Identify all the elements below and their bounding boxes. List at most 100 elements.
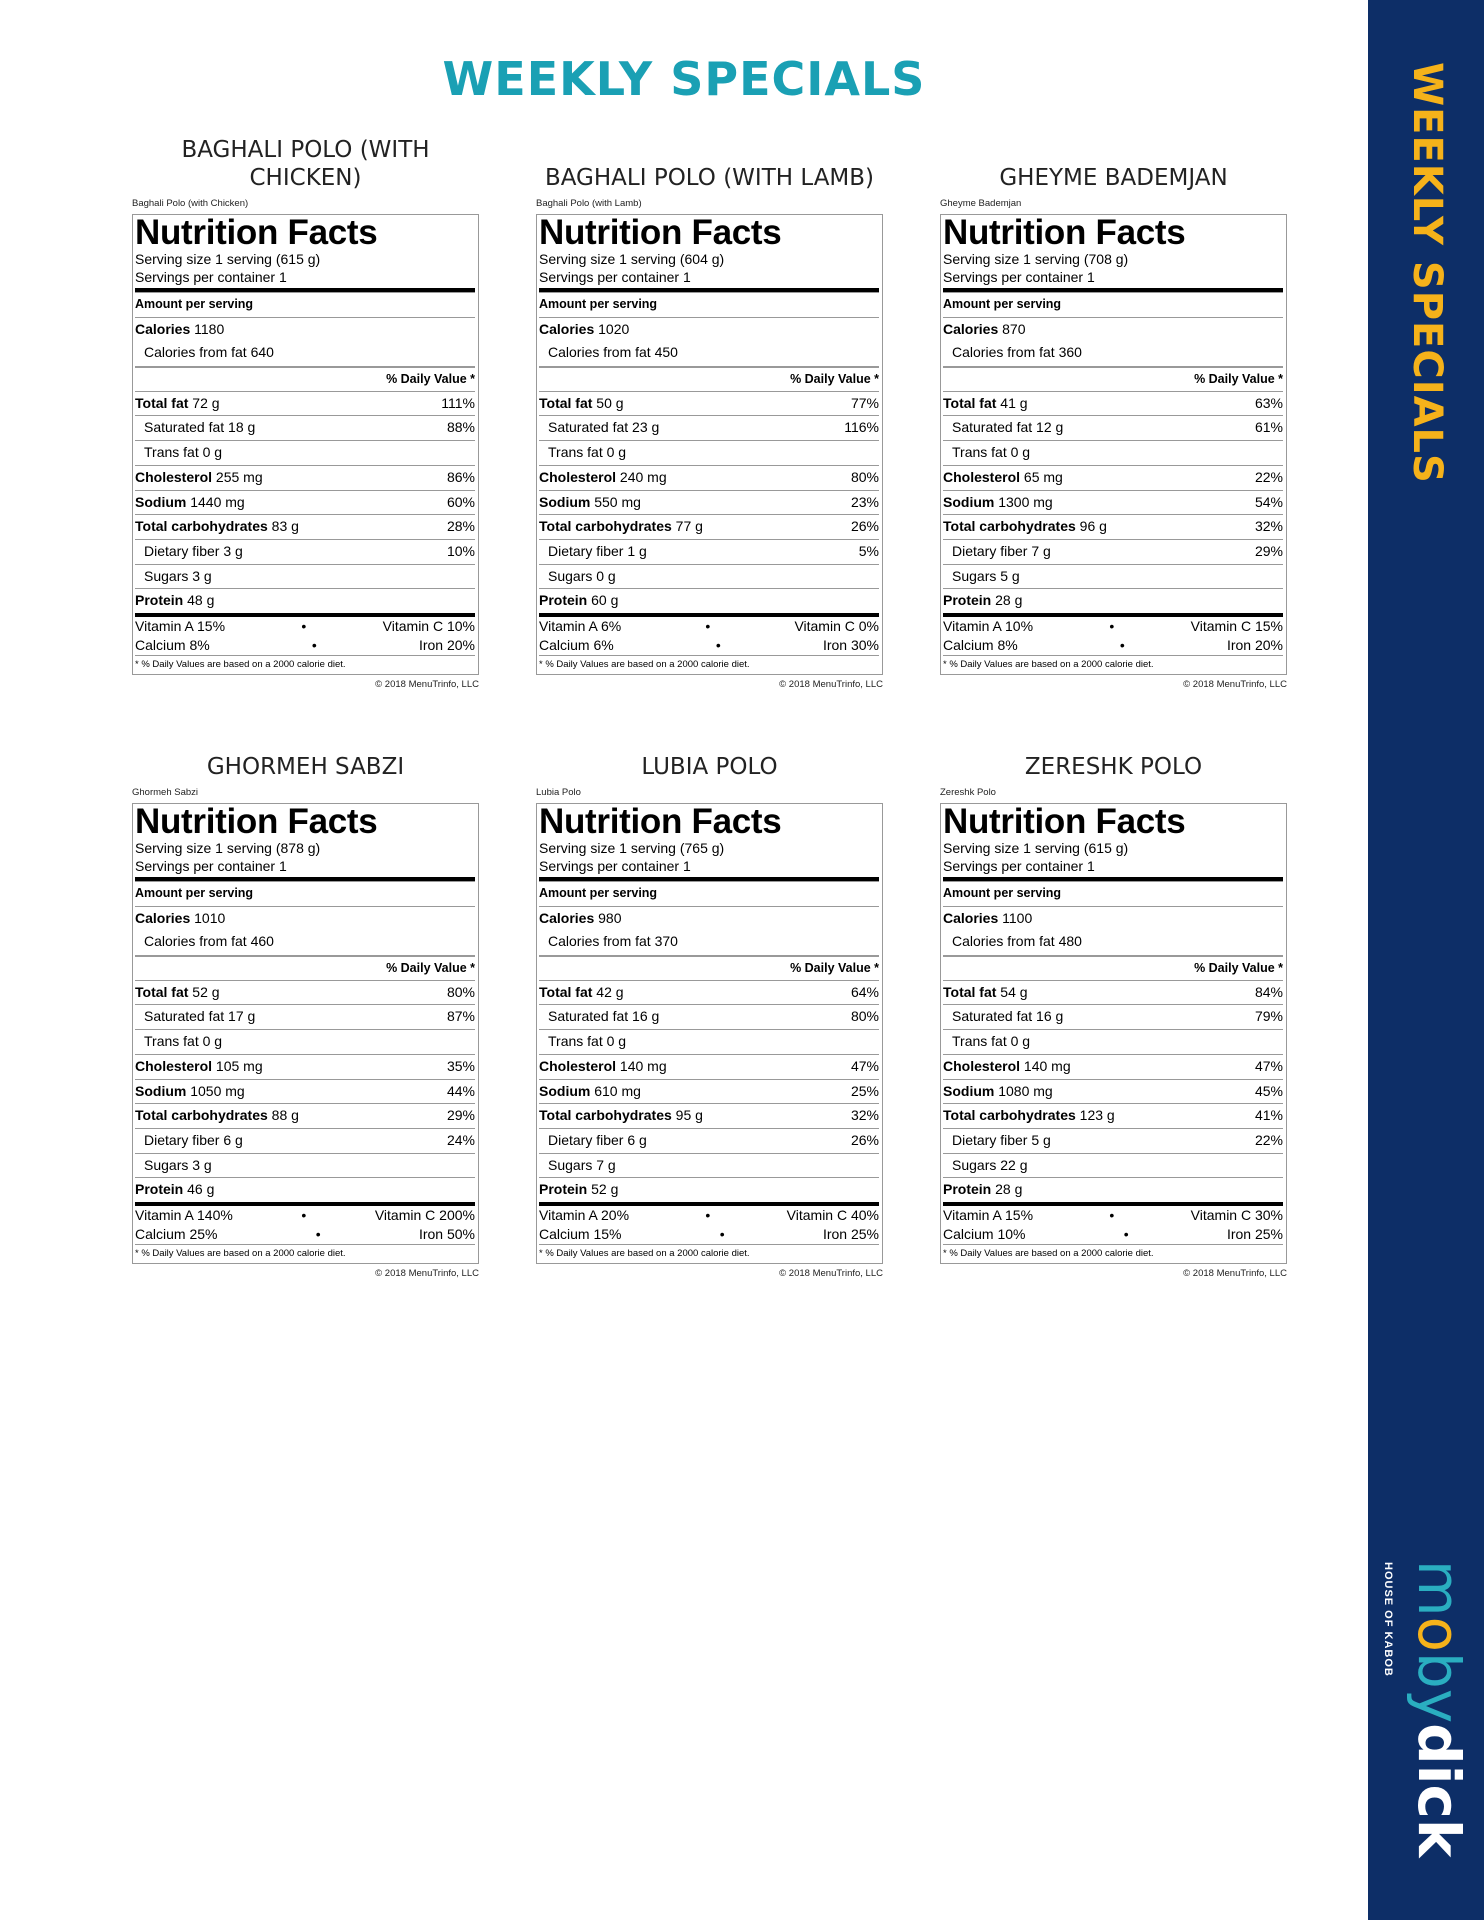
saturated-fat-value: Saturated fat 18 g bbox=[144, 419, 256, 436]
bullet: • bbox=[719, 1225, 725, 1242]
sidebar: WEEKLY SPECIALS mobydick HOUSE OF KABOB bbox=[1368, 0, 1484, 1920]
total-carbohydrates-row: Total carbohydrates 83 g 28% bbox=[135, 514, 475, 539]
calories-value: 980 bbox=[598, 909, 622, 926]
bullet: • bbox=[311, 636, 317, 653]
copyright: © 2018 MenuTrinfo, LLC bbox=[375, 678, 479, 690]
cholesterol-row: Cholesterol 255 mg 86% bbox=[135, 464, 475, 490]
total-carbohydrates-dv: 28% bbox=[446, 518, 475, 535]
trans-fat-row: Trans fat 0 g bbox=[539, 440, 879, 465]
trans-fat-row: Trans fat 0 g bbox=[135, 1029, 475, 1054]
protein-label: Protein bbox=[943, 592, 992, 609]
servings-per-container: Servings per container 1 bbox=[943, 858, 1095, 874]
servings-per-container: Servings per container 1 bbox=[539, 269, 691, 285]
footnote: * % Daily Values are based on a 2000 cal… bbox=[135, 1247, 346, 1259]
nutrition-facts-title: Nutrition Facts bbox=[943, 213, 1186, 252]
calcium: Calcium 15% bbox=[539, 1225, 622, 1242]
calories-from-fat: Calories from fat 360 bbox=[952, 344, 1082, 361]
serving-size: Serving size 1 serving (708 g) bbox=[943, 251, 1129, 267]
sugars-row: Sugars 0 g bbox=[539, 563, 879, 589]
copyright: © 2018 MenuTrinfo, LLC bbox=[779, 1267, 883, 1279]
amount-per-serving: Amount per serving bbox=[135, 297, 254, 311]
protein-row: Protein 28 g bbox=[943, 1177, 1283, 1202]
sidebar-title: WEEKLY SPECIALS bbox=[1404, 62, 1450, 484]
calories-value: 1020 bbox=[598, 320, 630, 337]
sodium-value: 1080 mg bbox=[998, 1082, 1053, 1099]
calories-value: 870 bbox=[1002, 320, 1026, 337]
sodium-value: 1300 mg bbox=[998, 493, 1053, 510]
bullet: • bbox=[1119, 636, 1125, 653]
iron: Iron 25% bbox=[1226, 1225, 1283, 1242]
sugars-row: Sugars 3 g bbox=[135, 563, 475, 589]
copyright: © 2018 MenuTrinfo, LLC bbox=[1183, 1267, 1287, 1279]
saturated-fat-dv: 80% bbox=[850, 1008, 879, 1025]
nutrition-facts-label: Nutrition Facts Serving size 1 serving (… bbox=[132, 214, 479, 675]
dish-name-small: Zereshk Polo bbox=[940, 787, 996, 798]
dietary-fiber-value: Dietary fiber 1 g bbox=[548, 542, 647, 559]
nutrition-facts-title: Nutrition Facts bbox=[135, 802, 378, 841]
saturated-fat-row: Saturated fat 16 g 79% bbox=[943, 1004, 1283, 1029]
calories-label: Calories bbox=[943, 909, 999, 926]
cholesterol-value: 105 mg bbox=[215, 1057, 263, 1074]
saturated-fat-value: Saturated fat 16 g bbox=[952, 1008, 1064, 1025]
nutrition-card: GHORMEH SABZI Ghormeh Sabzi Nutrition Fa… bbox=[132, 725, 479, 1279]
trans-fat-row: Trans fat 0 g bbox=[135, 440, 475, 465]
sugars-row: Sugars 5 g bbox=[943, 563, 1283, 589]
saturated-fat-row: Saturated fat 18 g 88% bbox=[135, 415, 475, 440]
sodium-label: Sodium bbox=[539, 493, 591, 510]
nutrition-card: BAGHALI POLO (WITH CHICKEN) Baghali Polo… bbox=[132, 136, 479, 690]
trans-fat-row: Trans fat 0 g bbox=[539, 1029, 879, 1054]
calories-from-fat: Calories from fat 460 bbox=[144, 933, 274, 950]
dietary-fiber-row: Dietary fiber 1 g 5% bbox=[539, 538, 879, 564]
iron: Iron 25% bbox=[822, 1225, 879, 1242]
vitamin-a: Vitamin A 10% bbox=[943, 617, 1034, 634]
protein-value: 28 g bbox=[995, 1181, 1023, 1198]
cholesterol-row: Cholesterol 65 mg 22% bbox=[943, 464, 1283, 490]
dietary-fiber-value: Dietary fiber 7 g bbox=[952, 542, 1051, 559]
dish-name-small: Lubia Polo bbox=[536, 787, 581, 798]
protein-value: 46 g bbox=[187, 1181, 215, 1198]
trans-fat-value: Trans fat 0 g bbox=[952, 444, 1031, 461]
dish-name-small: Gheyme Bademjan bbox=[940, 198, 1022, 209]
total-fat-dv: 111% bbox=[441, 394, 475, 411]
sugars-value: Sugars 7 g bbox=[548, 1156, 616, 1173]
vitamin-c: Vitamin C 10% bbox=[382, 617, 475, 634]
total-fat-dv: 63% bbox=[1254, 394, 1283, 411]
dish-name-small: Ghormeh Sabzi bbox=[132, 787, 199, 798]
protein-label: Protein bbox=[539, 1181, 588, 1198]
copyright: © 2018 MenuTrinfo, LLC bbox=[779, 678, 883, 690]
dietary-fiber-row: Dietary fiber 3 g 10% bbox=[135, 538, 475, 564]
dietary-fiber-row: Dietary fiber 7 g 29% bbox=[943, 538, 1283, 564]
daily-value-header: % Daily Value * bbox=[386, 372, 475, 387]
total-fat-row: Total fat 41 g 63% bbox=[943, 390, 1283, 416]
protein-label: Protein bbox=[135, 1181, 184, 1198]
footnote: * % Daily Values are based on a 2000 cal… bbox=[943, 658, 1154, 670]
daily-value-header: % Daily Value * bbox=[1194, 372, 1283, 387]
cholesterol-value: 140 mg bbox=[1023, 1057, 1071, 1074]
total-carbohydrates-label: Total carbohydrates bbox=[539, 1107, 672, 1124]
vitamin-c: Vitamin C 30% bbox=[1190, 1206, 1283, 1223]
nutrition-facts-title: Nutrition Facts bbox=[135, 213, 378, 252]
dish-heading: ZERESHK POLO bbox=[1024, 754, 1203, 780]
logo-tagline: HOUSE OF KABOB bbox=[1382, 1562, 1394, 1677]
cholesterol-dv: 35% bbox=[446, 1057, 475, 1074]
dietary-fiber-value: Dietary fiber 3 g bbox=[144, 542, 243, 559]
protein-label: Protein bbox=[135, 592, 184, 609]
sodium-dv: 54% bbox=[1254, 493, 1283, 510]
sodium-row: Sodium 1050 mg 44% bbox=[135, 1078, 475, 1104]
page-title: WEEKLY SPECIALS bbox=[442, 52, 926, 106]
total-fat-row: Total fat 72 g 111% bbox=[135, 390, 475, 416]
cholesterol-dv: 86% bbox=[446, 468, 475, 485]
amount-per-serving: Amount per serving bbox=[539, 297, 658, 311]
dietary-fiber-dv: 24% bbox=[446, 1131, 475, 1148]
protein-row: Protein 48 g bbox=[135, 588, 475, 613]
total-carbohydrates-dv: 29% bbox=[446, 1107, 475, 1124]
saturated-fat-dv: 87% bbox=[446, 1008, 475, 1025]
cholesterol-value: 140 mg bbox=[619, 1057, 667, 1074]
cholesterol-row: Cholesterol 105 mg 35% bbox=[135, 1053, 475, 1079]
saturated-fat-row: Saturated fat 17 g 87% bbox=[135, 1004, 475, 1029]
nutrition-card: BAGHALI POLO (WITH LAMB) Baghali Polo (w… bbox=[536, 136, 883, 690]
sodium-dv: 23% bbox=[850, 493, 879, 510]
dietary-fiber-dv: 26% bbox=[850, 1131, 879, 1148]
serving-size: Serving size 1 serving (878 g) bbox=[135, 840, 321, 856]
saturated-fat-value: Saturated fat 12 g bbox=[952, 419, 1064, 436]
